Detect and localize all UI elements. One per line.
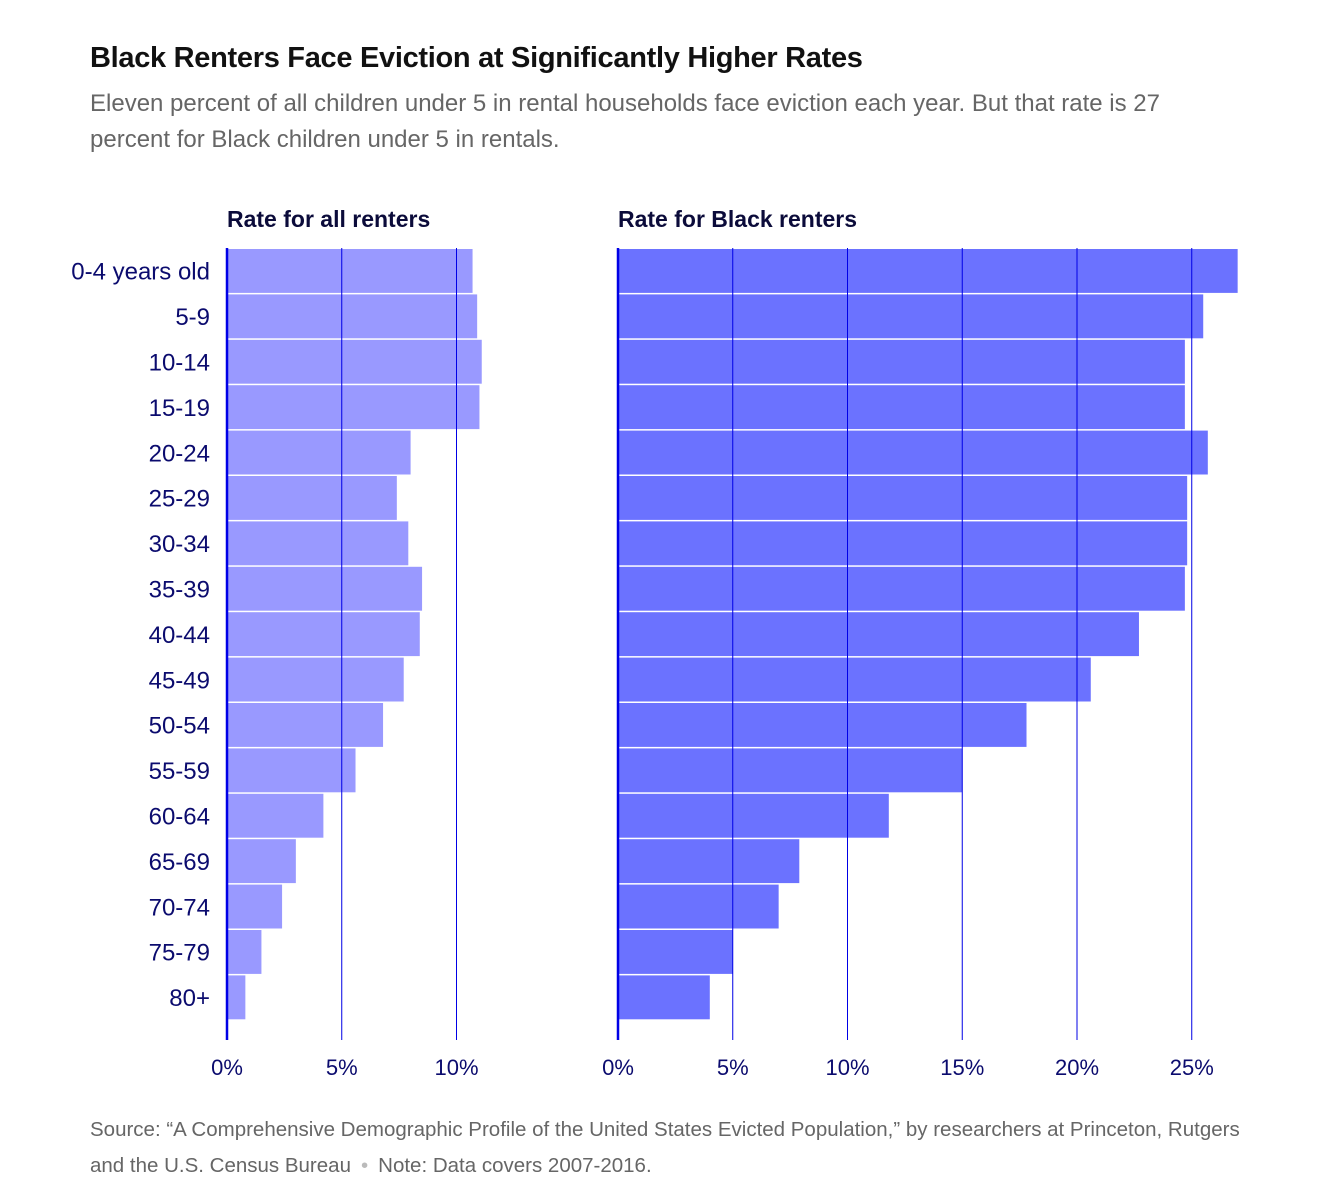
bar-40-44 (227, 612, 420, 657)
chart-subtitle: Eleven percent of all children under 5 i… (90, 90, 1160, 153)
bar-55-59 (227, 748, 356, 793)
panel-title: Rate for all renters (227, 206, 430, 232)
bar-15-19 (227, 385, 480, 430)
category-label: 75-79 (149, 940, 210, 967)
bar-5-9 (618, 294, 1204, 339)
bar-15-19 (618, 385, 1185, 430)
bar-20-24 (227, 430, 411, 475)
separator-dot: • (360, 1154, 369, 1177)
bar-70-74 (227, 884, 283, 929)
category-label: 25-29 (149, 486, 210, 513)
data-note: Note: Data covers 2007-2016. (378, 1154, 652, 1177)
bar-30-34 (227, 521, 409, 566)
category-label: 35-39 (149, 577, 210, 604)
tick-label: 5% (326, 1055, 358, 1080)
bar-10-14 (227, 339, 482, 384)
bar-60-64 (618, 793, 889, 838)
bar-65-69 (227, 839, 296, 884)
category-label: 30-34 (149, 531, 210, 558)
panel-title: Rate for Black renters (618, 206, 857, 232)
bar-65-69 (618, 839, 800, 884)
tick-label: 15% (940, 1055, 984, 1080)
category-label: 5-9 (175, 304, 210, 331)
bar-80+ (618, 975, 710, 1020)
category-label: 15-19 (149, 395, 210, 422)
bar-45-49 (618, 657, 1091, 702)
tick-label: 10% (434, 1055, 478, 1080)
category-label: 60-64 (149, 804, 210, 831)
bar-75-79 (618, 930, 733, 974)
bar-25-29 (618, 476, 1188, 520)
bar-25-29 (227, 476, 397, 520)
bar-75-79 (227, 930, 262, 974)
category-label: 45-49 (149, 667, 210, 694)
tick-label: 0% (211, 1055, 243, 1080)
bar-35-39 (227, 566, 423, 611)
bar-50-54 (618, 703, 1027, 747)
category-label: 65-69 (149, 849, 210, 876)
bar-60-64 (227, 793, 324, 838)
bar-30-34 (618, 521, 1188, 566)
category-label: 10-14 (149, 350, 210, 377)
category-label: 0-4 years old (71, 259, 210, 286)
bar-20-24 (618, 430, 1208, 475)
bar-80+ (227, 975, 246, 1020)
category-label: 80+ (169, 985, 210, 1012)
tick-label: 10% (825, 1055, 869, 1080)
bar-0-4 years old (618, 249, 1238, 293)
tick-label: 0% (602, 1055, 634, 1080)
bar-50-54 (227, 703, 384, 747)
category-label: 20-24 (149, 440, 210, 467)
category-label: 55-59 (149, 758, 210, 785)
tick-label: 25% (1170, 1055, 1214, 1080)
tick-label: 5% (717, 1055, 749, 1080)
bar-5-9 (227, 294, 478, 339)
tick-label: 20% (1055, 1055, 1099, 1080)
category-label: 50-54 (149, 713, 210, 740)
category-label: 40-44 (149, 622, 210, 649)
source-note: Source: “A Comprehensive Demographic Pro… (90, 1112, 1240, 1184)
bar-40-44 (618, 612, 1139, 657)
chart-title: Black Renters Face Eviction at Significa… (90, 42, 863, 74)
bar-35-39 (618, 566, 1185, 611)
bar-0-4 years old (227, 249, 473, 293)
bar-10-14 (618, 339, 1185, 384)
source-text: Source: “A Comprehensive Demographic Pro… (90, 1118, 1240, 1177)
bar-45-49 (227, 657, 404, 702)
category-label: 70-74 (149, 894, 210, 921)
bar-55-59 (618, 748, 963, 793)
bar-70-74 (618, 884, 779, 929)
